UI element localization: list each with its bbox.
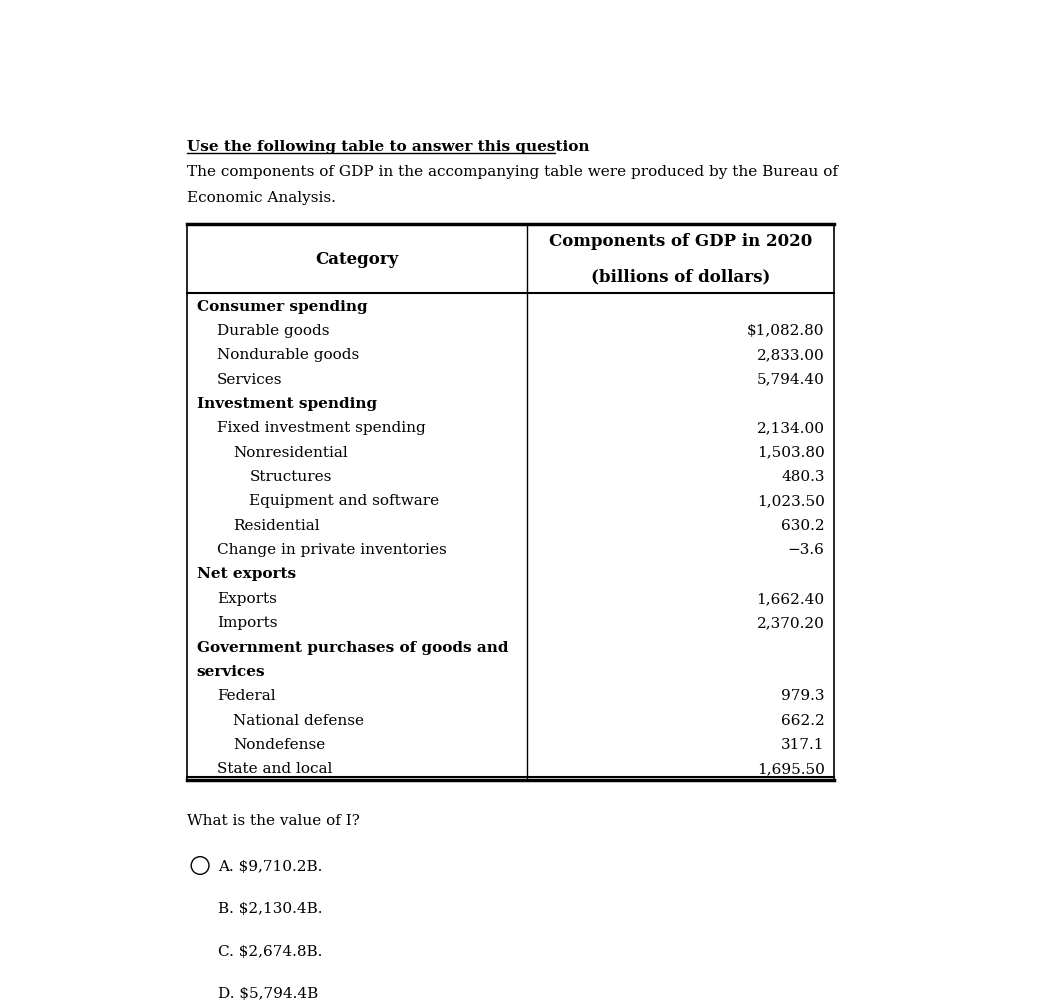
Text: services: services <box>197 664 265 678</box>
Text: Net exports: Net exports <box>197 567 295 581</box>
Text: Change in private inventories: Change in private inventories <box>217 543 447 557</box>
Text: −3.6: −3.6 <box>788 543 825 557</box>
Text: 2,134.00: 2,134.00 <box>757 421 825 435</box>
Text: 979.3: 979.3 <box>781 688 825 702</box>
Text: 317.1: 317.1 <box>781 737 825 751</box>
Text: Investment spending: Investment spending <box>197 396 377 410</box>
Text: B. $2,130.4B.: B. $2,130.4B. <box>218 901 323 915</box>
Text: Use the following table to answer this question: Use the following table to answer this q… <box>187 139 590 153</box>
Text: Components of GDP in 2020: Components of GDP in 2020 <box>549 233 812 250</box>
Text: Category: Category <box>315 251 399 268</box>
Text: Economic Analysis.: Economic Analysis. <box>187 191 336 205</box>
Text: Nondefense: Nondefense <box>233 737 326 751</box>
Text: 480.3: 480.3 <box>781 469 825 483</box>
Text: A. $9,710.2B.: A. $9,710.2B. <box>218 859 323 873</box>
Text: C. $2,674.8B.: C. $2,674.8B. <box>218 944 323 958</box>
Text: Nonresidential: Nonresidential <box>233 445 348 459</box>
Text: 1,503.80: 1,503.80 <box>757 445 825 459</box>
Text: Federal: Federal <box>217 688 276 702</box>
Text: Fixed investment spending: Fixed investment spending <box>217 421 426 435</box>
Text: 5,794.40: 5,794.40 <box>757 372 825 386</box>
Text: State and local: State and local <box>217 761 332 775</box>
Text: 2,370.20: 2,370.20 <box>757 616 825 630</box>
Text: What is the value of I?: What is the value of I? <box>187 813 360 827</box>
Text: 662.2: 662.2 <box>781 713 825 727</box>
Text: Consumer spending: Consumer spending <box>197 299 367 313</box>
Text: 1,662.40: 1,662.40 <box>757 591 825 605</box>
Text: Services: Services <box>217 372 283 386</box>
Text: Government purchases of goods and: Government purchases of goods and <box>197 640 508 654</box>
Text: 1,023.50: 1,023.50 <box>757 493 825 508</box>
Text: Equipment and software: Equipment and software <box>250 493 440 508</box>
Text: The components of GDP in the accompanying table were produced by the Bureau of: The components of GDP in the accompanyin… <box>187 165 838 180</box>
Text: D. $5,794.4B: D. $5,794.4B <box>218 986 318 1000</box>
Text: Structures: Structures <box>250 469 332 483</box>
Text: Nondurable goods: Nondurable goods <box>217 348 359 362</box>
Text: 2,833.00: 2,833.00 <box>757 348 825 362</box>
Text: Exports: Exports <box>217 591 277 605</box>
Text: $1,082.80: $1,082.80 <box>748 324 825 338</box>
Text: 630.2: 630.2 <box>781 519 825 533</box>
Text: (billions of dollars): (billions of dollars) <box>591 268 770 285</box>
Text: Imports: Imports <box>217 616 278 630</box>
Text: National defense: National defense <box>233 713 364 727</box>
Text: Durable goods: Durable goods <box>217 324 330 338</box>
Text: Residential: Residential <box>233 519 319 533</box>
Text: 1,695.50: 1,695.50 <box>757 761 825 775</box>
